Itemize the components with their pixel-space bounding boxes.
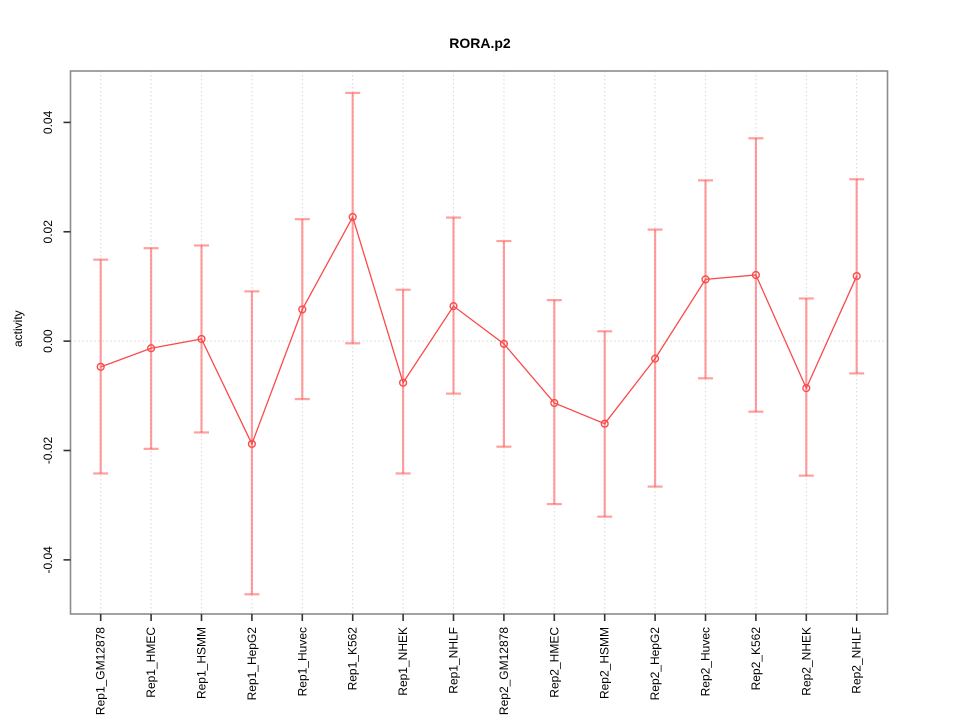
data-point	[298, 305, 307, 314]
data-point	[600, 419, 609, 428]
y-tick-label: -0.04	[41, 546, 55, 574]
x-tick-label: Rep1_NHEK	[396, 627, 410, 696]
data-point	[147, 344, 156, 353]
y-tick-label: -0.02	[41, 437, 55, 465]
data-point	[247, 439, 257, 449]
x-tick-label: Rep2_NHEK	[799, 627, 813, 696]
x-tick-label: Rep1_NHLF	[447, 627, 461, 694]
x-tick-label: Rep1_HepG2	[245, 627, 259, 701]
data-point	[701, 275, 710, 284]
data-point	[550, 398, 559, 408]
y-tick-label: 0.04	[41, 110, 55, 134]
x-tick-label: Rep2_HSMM	[598, 627, 612, 699]
data-point	[348, 212, 357, 222]
data-point	[852, 271, 861, 281]
x-tick-label: Rep2_HMEC	[547, 627, 561, 698]
x-tick-label: Rep2_K562	[749, 627, 763, 691]
x-tick-label: Rep1_HMEC	[144, 627, 158, 698]
y-tick-label: 0.00	[41, 329, 55, 353]
x-tick-label: Rep1_HSMM	[195, 627, 209, 699]
x-tick-label: Rep1_GM12878	[94, 627, 108, 715]
data-point	[802, 384, 811, 393]
x-tick-label: Rep1_K562	[346, 627, 360, 691]
x-tick-label: Rep1_Huvec	[295, 627, 309, 696]
y-axis-title: activity	[11, 310, 25, 347]
data-point	[399, 378, 408, 387]
x-tick-label: Rep2_NHLF	[850, 627, 864, 694]
data-point	[751, 270, 761, 280]
x-tick-label: Rep2_GM12878	[497, 627, 511, 715]
data-point	[499, 339, 509, 348]
chart-title: RORA.p2	[449, 35, 511, 51]
y-tick-label: 0.02	[41, 220, 55, 244]
data-point	[650, 354, 660, 363]
data-point	[197, 334, 206, 344]
x-tick-label: Rep2_Huvec	[699, 627, 713, 696]
x-tick-label: Rep2_HepG2	[648, 627, 662, 701]
plot-box	[69, 70, 889, 615]
data-point	[96, 362, 105, 371]
data-point	[449, 302, 458, 311]
series-line	[100, 215, 858, 446]
